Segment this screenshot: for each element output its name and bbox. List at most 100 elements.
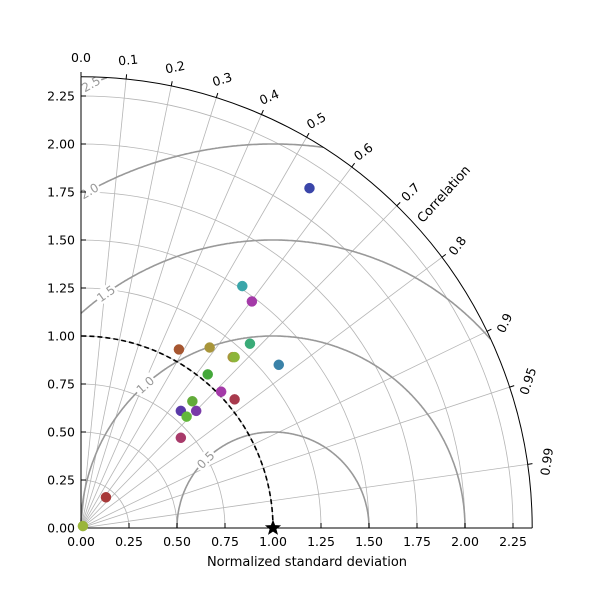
data-point [77, 520, 89, 532]
correlation-tick-label: 0.3 [210, 69, 233, 89]
x-axis-label: Normalized standard deviation [207, 555, 407, 570]
correlation-ray [80, 166, 353, 529]
correlation-tick-label: 0.0 [71, 50, 91, 65]
correlation-tick [509, 385, 515, 388]
x-tick-label: 2.25 [499, 534, 527, 549]
data-point [229, 394, 240, 405]
data-point [244, 338, 256, 349]
y-tick-label: 2.25 [47, 89, 75, 104]
y-tick-label: 1.25 [47, 281, 75, 296]
data-point [273, 359, 285, 371]
rms-label-bg [132, 372, 158, 398]
data-point [237, 280, 248, 292]
correlation-tick-label: 0.95 [516, 366, 539, 397]
data-point [215, 386, 227, 397]
reference-marker [264, 519, 282, 535]
data-point [181, 411, 192, 422]
correlation-ticks: 0.0 0.1 0.2 0.3 0.4 0.5 0.6 0.7 0.8 0.9 0.95 0.99 [71, 50, 556, 476]
correlation-tick [170, 81, 173, 87]
correlation-tick [351, 162, 356, 168]
y-tick-label: 0.00 [47, 521, 75, 536]
correlation-tick [215, 92, 219, 98]
y-tick-label: 2.00 [47, 137, 75, 152]
data-point [304, 182, 315, 194]
correlation-ray [80, 386, 510, 529]
std-grid-arc [80, 383, 226, 529]
std-grid-arc [80, 287, 322, 529]
x-tick-label: 0.50 [163, 534, 191, 549]
axes-frame [80, 76, 533, 529]
std-grid-arc [80, 95, 514, 529]
rms-label-bg [92, 281, 119, 306]
x-tick-label: 1.75 [403, 534, 431, 549]
correlation-tick-label: 0.2 [164, 58, 186, 77]
reference-star-icon [264, 519, 282, 535]
correlation-ray [80, 205, 398, 529]
x-tick-label: 2.00 [451, 534, 479, 549]
data-point [229, 351, 240, 363]
data-point [100, 492, 112, 503]
data-point [175, 432, 187, 444]
rms-contour [80, 335, 466, 528]
rms-contour [176, 431, 370, 528]
correlation-tick-label: 0.5 [304, 109, 329, 132]
rms-contours [80, 76, 491, 528]
data-point [202, 369, 213, 380]
std-grid-arc [80, 479, 130, 529]
correlation-tick [261, 109, 264, 115]
correlation-ray [80, 85, 172, 529]
correlation-tick-label: 0.99 [537, 447, 556, 477]
correlation-ray [80, 114, 262, 529]
y-tick-label: 0.50 [47, 425, 75, 440]
correlation-tick-label: 0.9 [493, 311, 515, 335]
std-arc-grid [80, 95, 514, 529]
reference-std-arc [80, 335, 274, 529]
std-grid-arc [80, 191, 418, 529]
x-tick-label: 1.00 [259, 534, 287, 549]
x-tick-label: 0.25 [115, 534, 143, 549]
correlation-axis-label: Correlation [415, 163, 474, 226]
correlation-tick [527, 463, 533, 465]
correlation-grid-rays [80, 79, 528, 529]
rms-contour [80, 143, 324, 197]
correlation-tick-label: 0.6 [351, 140, 376, 164]
data-point [190, 405, 202, 417]
x-axis-ticks: 0.00 0.25 0.50 0.75 1.00 1.25 1.50 1.75 2.00 2.25 [67, 523, 527, 549]
x-tick-label: 1.50 [355, 534, 383, 549]
correlation-ray [80, 137, 307, 529]
correlation-ray [80, 463, 528, 529]
rms-label-bg [76, 179, 103, 203]
correlation-tick-label: 0.4 [257, 86, 281, 108]
reference-std-arc-path [80, 335, 274, 529]
rms-label: 1.5 [94, 283, 118, 305]
data-point [187, 396, 198, 407]
correlation-tick [396, 202, 401, 207]
correlation-ray [80, 97, 217, 529]
data-point [204, 342, 215, 353]
std-grid-arc [80, 431, 178, 529]
rms-label-bg [77, 72, 104, 96]
y-tick-label: 1.50 [47, 233, 75, 248]
data-points [77, 182, 315, 532]
data-point [246, 296, 258, 307]
rms-label-bg [192, 446, 219, 473]
correlation-ray [80, 256, 443, 529]
std-grid-arc [80, 143, 466, 529]
x-tick-label: 0.00 [67, 534, 95, 549]
correlation-ray [80, 330, 488, 529]
x-tick-label: 1.25 [307, 534, 335, 549]
correlation-tick [486, 328, 492, 332]
outer-arc [80, 76, 533, 529]
correlation-tick-label: 0.1 [117, 52, 138, 69]
y-tick-label: 1.00 [47, 329, 75, 344]
y-tick-label: 1.75 [47, 185, 75, 200]
correlation-tick-label: 0.8 [445, 233, 469, 258]
rms-contour [80, 239, 491, 340]
y-tick-label: 0.75 [47, 377, 75, 392]
y-axis-ticks: 0.00 0.25 0.50 0.75 1.00 1.25 1.50 1.75 2.00 2.25 [47, 89, 86, 536]
correlation-tick [306, 132, 310, 138]
correlation-tick [441, 253, 447, 258]
std-grid-arc [80, 239, 370, 529]
correlation-tick-label: 0.7 [398, 180, 423, 205]
